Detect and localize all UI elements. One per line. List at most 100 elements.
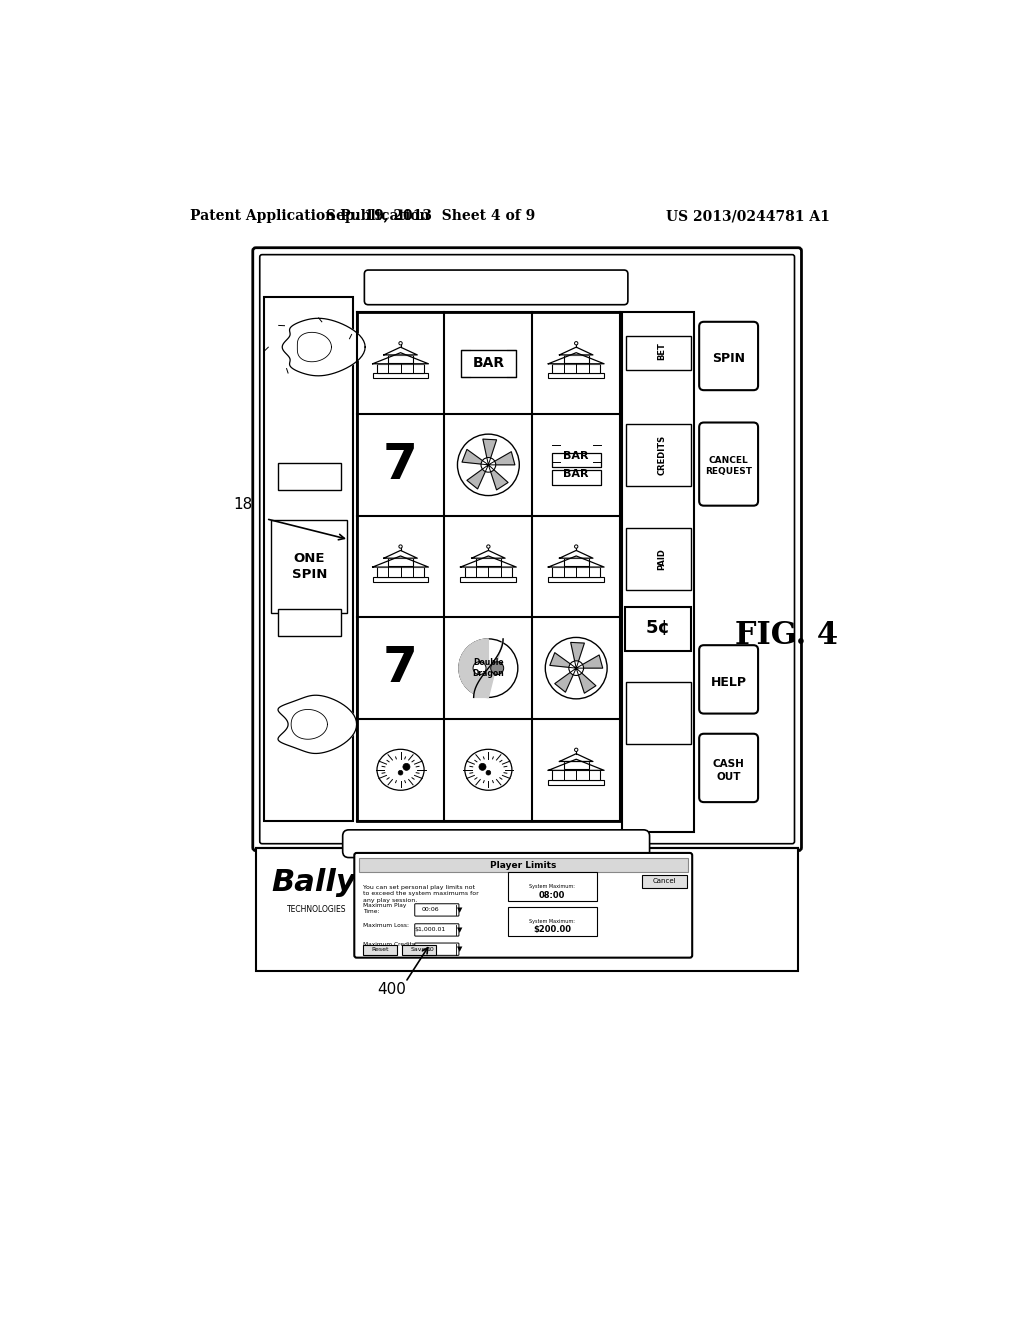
FancyBboxPatch shape bbox=[699, 645, 758, 714]
Circle shape bbox=[486, 545, 490, 548]
Bar bbox=[553, 771, 600, 780]
Text: ▼: ▼ bbox=[458, 907, 463, 913]
Circle shape bbox=[546, 638, 607, 698]
Text: System Maximum:: System Maximum: bbox=[529, 884, 574, 890]
Bar bbox=[356, 313, 621, 821]
Text: System Maximum:: System Maximum: bbox=[529, 919, 574, 924]
Bar bbox=[476, 558, 501, 566]
Polygon shape bbox=[570, 643, 585, 668]
Circle shape bbox=[473, 661, 486, 675]
Text: BAR: BAR bbox=[472, 356, 505, 370]
Bar bbox=[271, 520, 347, 612]
Text: 10: 10 bbox=[426, 946, 434, 952]
Text: CREDITS: CREDITS bbox=[657, 434, 667, 475]
Text: Double
Dragon: Double Dragon bbox=[472, 659, 504, 678]
Text: Save: Save bbox=[411, 948, 426, 953]
Text: Cancel: Cancel bbox=[652, 878, 676, 884]
Bar bbox=[508, 907, 597, 936]
Polygon shape bbox=[373, 352, 428, 364]
Text: PAID: PAID bbox=[657, 548, 667, 570]
Circle shape bbox=[458, 434, 519, 495]
Polygon shape bbox=[384, 347, 418, 355]
Bar bbox=[373, 374, 428, 379]
Bar bbox=[388, 558, 413, 566]
Bar bbox=[377, 364, 424, 374]
Text: Maximum Play
Time:: Maximum Play Time: bbox=[362, 903, 407, 915]
Polygon shape bbox=[548, 556, 604, 568]
Bar bbox=[548, 374, 604, 379]
Polygon shape bbox=[548, 759, 604, 771]
FancyBboxPatch shape bbox=[354, 853, 692, 958]
Text: Maximum Credits
Play Days:: Maximum Credits Play Days: bbox=[362, 942, 415, 953]
Text: TECHNOLOGIES: TECHNOLOGIES bbox=[287, 904, 346, 913]
Bar bbox=[278, 462, 341, 490]
Text: 7: 7 bbox=[383, 441, 418, 488]
Circle shape bbox=[399, 545, 402, 548]
Polygon shape bbox=[548, 352, 604, 364]
FancyBboxPatch shape bbox=[699, 422, 758, 506]
Text: $200.00: $200.00 bbox=[532, 925, 571, 935]
Bar bbox=[625, 607, 691, 651]
Text: Patent Application Publication: Patent Application Publication bbox=[190, 209, 430, 223]
Text: 00:06: 00:06 bbox=[422, 907, 439, 912]
Circle shape bbox=[398, 771, 402, 775]
FancyBboxPatch shape bbox=[699, 734, 758, 803]
Bar bbox=[626, 424, 690, 486]
Bar bbox=[548, 577, 604, 582]
FancyBboxPatch shape bbox=[415, 942, 459, 956]
Text: Player Limits: Player Limits bbox=[490, 861, 556, 870]
Polygon shape bbox=[459, 639, 503, 697]
Bar bbox=[461, 350, 516, 376]
Bar bbox=[388, 355, 413, 363]
Text: Sep. 19, 2013  Sheet 4 of 9: Sep. 19, 2013 Sheet 4 of 9 bbox=[326, 209, 535, 223]
Bar bbox=[642, 875, 687, 887]
Polygon shape bbox=[555, 668, 577, 692]
Text: US 2013/0244781 A1: US 2013/0244781 A1 bbox=[666, 209, 829, 223]
Text: Reset: Reset bbox=[371, 948, 389, 953]
Bar bbox=[553, 568, 600, 577]
Circle shape bbox=[574, 342, 578, 345]
Text: BET: BET bbox=[657, 342, 667, 360]
Bar bbox=[373, 577, 428, 582]
Bar bbox=[377, 568, 424, 577]
Text: 7: 7 bbox=[383, 644, 418, 692]
Polygon shape bbox=[483, 440, 497, 465]
Text: HELP: HELP bbox=[711, 676, 746, 689]
Text: 5¢: 5¢ bbox=[645, 619, 671, 638]
FancyBboxPatch shape bbox=[343, 830, 649, 858]
Bar bbox=[359, 858, 687, 873]
Polygon shape bbox=[577, 655, 603, 668]
Text: CANCEL
REQUEST: CANCEL REQUEST bbox=[706, 457, 752, 477]
Text: $1,000.01: $1,000.01 bbox=[415, 928, 445, 932]
Bar bbox=[623, 313, 693, 832]
Polygon shape bbox=[550, 652, 577, 668]
Bar bbox=[563, 558, 589, 566]
Circle shape bbox=[402, 763, 410, 771]
Text: ONE
SPIN: ONE SPIN bbox=[292, 552, 327, 581]
Bar bbox=[256, 847, 799, 970]
Circle shape bbox=[574, 748, 578, 751]
Text: CASH
OUT: CASH OUT bbox=[713, 759, 744, 781]
FancyBboxPatch shape bbox=[253, 248, 802, 850]
Text: FIG. 4: FIG. 4 bbox=[735, 620, 839, 651]
Circle shape bbox=[490, 661, 504, 675]
Polygon shape bbox=[472, 550, 505, 558]
Text: ▼: ▼ bbox=[458, 946, 463, 952]
Bar bbox=[552, 453, 600, 467]
Polygon shape bbox=[462, 449, 488, 465]
FancyBboxPatch shape bbox=[415, 924, 459, 936]
Polygon shape bbox=[283, 318, 366, 376]
Circle shape bbox=[399, 342, 402, 345]
Bar bbox=[553, 364, 600, 374]
Polygon shape bbox=[488, 465, 508, 490]
Polygon shape bbox=[559, 347, 593, 355]
Bar bbox=[626, 528, 690, 590]
Text: 08:00: 08:00 bbox=[539, 891, 565, 900]
Text: BAR: BAR bbox=[563, 469, 589, 479]
Bar bbox=[508, 873, 597, 902]
Bar bbox=[563, 355, 589, 363]
Bar bbox=[548, 780, 604, 785]
Polygon shape bbox=[384, 550, 418, 558]
Polygon shape bbox=[373, 556, 428, 568]
FancyBboxPatch shape bbox=[699, 322, 758, 391]
